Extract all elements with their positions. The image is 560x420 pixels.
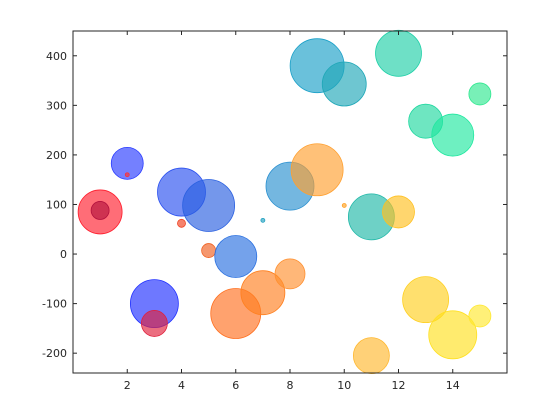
bubble-point-6 — [140, 310, 168, 337]
bubble-point-14 — [260, 217, 266, 223]
bubble-point-26 — [402, 276, 450, 324]
bubble-point-19 — [321, 61, 367, 107]
y-tick-label: 0 — [60, 248, 67, 261]
bubble-point-30 — [468, 304, 492, 328]
bubble-point-20 — [341, 203, 347, 208]
y-tick-label: -100 — [42, 298, 67, 311]
bubble-point-28 — [428, 310, 478, 360]
bubble-point-27 — [431, 113, 475, 157]
y-tick-label: 300 — [46, 99, 67, 112]
y-tick-label: 200 — [46, 149, 67, 162]
bubble-point-4 — [124, 172, 130, 178]
x-tick-label: 10 — [337, 379, 351, 392]
x-tick-label: 2 — [124, 379, 131, 392]
bubble-point-22 — [352, 337, 390, 375]
bubble-point-3 — [110, 146, 144, 180]
bubble-point-18 — [290, 143, 344, 197]
bubble-layer — [77, 29, 492, 375]
plot-area — [72, 29, 508, 375]
bubble-point-10 — [201, 243, 217, 258]
x-tick-label: 12 — [392, 379, 406, 392]
x-axis: 2 4 6 8 10 12 14 — [124, 31, 460, 392]
y-tick-label: 400 — [46, 50, 67, 63]
bubble-point-24 — [382, 195, 415, 229]
x-tick-label: 6 — [232, 379, 239, 392]
x-tick-label: 8 — [287, 379, 294, 392]
bubble-point-9 — [182, 179, 236, 232]
y-tick-label: -200 — [42, 347, 67, 360]
bubble-point-2 — [90, 201, 110, 220]
y-tick-label: 100 — [46, 198, 67, 211]
bubble-point-16 — [274, 258, 306, 290]
x-tick-label: 14 — [446, 379, 460, 392]
x-tick-label: 4 — [178, 379, 185, 392]
bubble-point-23 — [375, 29, 422, 77]
bubble-point-13 — [240, 270, 286, 316]
bubble-point-29 — [468, 82, 492, 106]
bubble-point-11 — [214, 235, 258, 278]
y-axis: -200 -100 0 100 200 300 400 — [42, 50, 507, 360]
bubble-point-8 — [177, 218, 186, 228]
